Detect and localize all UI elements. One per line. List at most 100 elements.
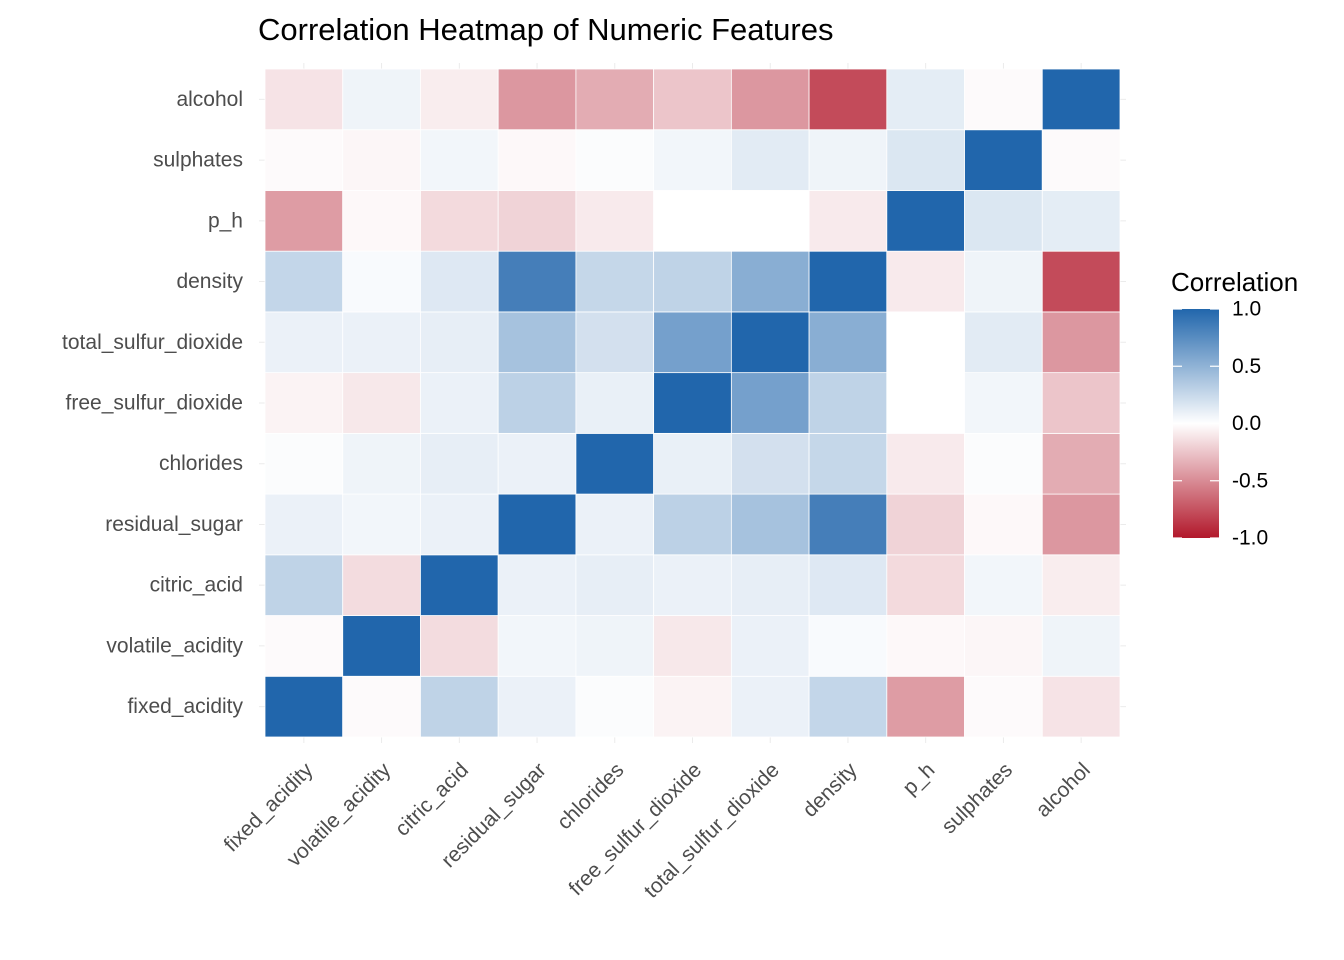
heatmap-cell bbox=[808, 129, 888, 191]
heatmap-cell bbox=[653, 432, 732, 495]
color-legend: Correlation 1.0 0.5 0.0 -0.5 -1.0 bbox=[1171, 267, 1298, 550]
y-tick-label: alcohol bbox=[176, 88, 243, 111]
heatmap-cell bbox=[808, 554, 888, 616]
heatmap-cell bbox=[653, 311, 732, 374]
heatmap-cell bbox=[808, 311, 888, 374]
heatmap-cell bbox=[886, 311, 965, 374]
x-tick-label: chlorides bbox=[553, 758, 629, 834]
heatmap-cell bbox=[497, 432, 577, 495]
heatmap-cell bbox=[1041, 311, 1121, 374]
heatmap-cell bbox=[730, 372, 810, 434]
heatmap-cell bbox=[342, 615, 421, 677]
heatmap-cell bbox=[808, 675, 888, 738]
y-tick-label: free_sulfur_dioxide bbox=[66, 392, 243, 415]
heatmap-cell bbox=[264, 190, 344, 252]
heatmap-cell bbox=[964, 372, 1043, 434]
heatmap-cell bbox=[342, 432, 421, 495]
heatmap-cell bbox=[808, 190, 888, 252]
heatmap-cell bbox=[497, 129, 577, 191]
heatmap-cell bbox=[575, 250, 655, 313]
heatmap-cell bbox=[1041, 615, 1121, 677]
heatmap-cell bbox=[497, 250, 577, 313]
heatmap-cell bbox=[497, 554, 577, 616]
heatmap-cell bbox=[420, 250, 499, 313]
heatmap-cell bbox=[964, 68, 1043, 131]
heatmap-cell bbox=[575, 372, 655, 434]
heatmap-cell bbox=[886, 372, 965, 434]
heatmap-cell bbox=[420, 615, 499, 677]
heatmap-cell bbox=[964, 675, 1043, 738]
heatmap-cell bbox=[964, 493, 1043, 556]
heatmap-cell bbox=[886, 129, 965, 191]
heatmap-cell bbox=[730, 129, 810, 191]
heatmap-cell bbox=[1041, 432, 1121, 495]
x-tick-label: density bbox=[798, 758, 862, 822]
heatmap-cell bbox=[497, 372, 577, 434]
y-tick-label: citric_acid bbox=[150, 574, 243, 597]
heatmap-cell bbox=[886, 432, 965, 495]
heatmap-cell bbox=[342, 311, 421, 374]
heatmap-cell bbox=[497, 675, 577, 738]
heatmap-cell bbox=[342, 675, 421, 738]
heatmap-cell bbox=[342, 493, 421, 556]
heatmap-cell bbox=[964, 554, 1043, 616]
heatmap-cell bbox=[730, 190, 810, 252]
heatmap-cell bbox=[420, 68, 499, 131]
heatmap-cell bbox=[964, 250, 1043, 313]
heatmap-cell bbox=[1041, 554, 1121, 616]
y-tick-label: total_sulfur_dioxide bbox=[62, 331, 243, 354]
heatmap-cell bbox=[653, 372, 732, 434]
heatmap-cell bbox=[653, 615, 732, 677]
heatmap-cell bbox=[653, 554, 732, 616]
heatmap-cell bbox=[575, 615, 655, 677]
heatmap-cell bbox=[575, 190, 655, 252]
heatmap-cell bbox=[653, 493, 732, 556]
heatmap-cell bbox=[575, 432, 655, 495]
heatmap-cell bbox=[342, 190, 421, 252]
heatmap-cell bbox=[730, 615, 810, 677]
heatmap-cell bbox=[886, 554, 965, 616]
heatmap-cell bbox=[264, 493, 344, 556]
heatmap-cell bbox=[420, 493, 499, 556]
heatmap-cell bbox=[1041, 250, 1121, 313]
heatmap-cells bbox=[264, 68, 1121, 738]
y-tick-label: fixed_acidity bbox=[127, 695, 243, 718]
legend-title: Correlation bbox=[1171, 267, 1298, 297]
heatmap-cell bbox=[342, 554, 421, 616]
heatmap-cell bbox=[420, 675, 499, 738]
y-tick-label: residual_sugar bbox=[105, 513, 243, 536]
heatmap-cell bbox=[575, 68, 655, 131]
heatmap-cell bbox=[1041, 68, 1121, 131]
heatmap-cell bbox=[1041, 372, 1121, 434]
y-tick-label: p_h bbox=[208, 209, 243, 232]
heatmap-cell bbox=[886, 250, 965, 313]
heatmap-cell bbox=[964, 129, 1043, 191]
legend-ticks: 1.0 0.5 0.0 -0.5 -1.0 bbox=[1173, 298, 1268, 550]
y-tick-label: volatile_acidity bbox=[106, 634, 243, 657]
heatmap-cell bbox=[964, 190, 1043, 252]
heatmap-cell bbox=[264, 129, 344, 191]
heatmap-cell bbox=[653, 68, 732, 131]
heatmap-cell bbox=[420, 311, 499, 374]
heatmap-cell bbox=[575, 311, 655, 374]
y-tick-label: density bbox=[176, 270, 243, 293]
heatmap-cell bbox=[886, 493, 965, 556]
heatmap-cell bbox=[808, 68, 888, 131]
heatmap-cell bbox=[497, 190, 577, 252]
heatmap-cell bbox=[886, 68, 965, 131]
heatmap-cell bbox=[964, 311, 1043, 374]
x-tick-label: citric_acid bbox=[391, 758, 473, 840]
heatmap-cell bbox=[653, 250, 732, 313]
heatmap-cell bbox=[264, 250, 344, 313]
heatmap-cell bbox=[420, 129, 499, 191]
heatmap-cell bbox=[808, 372, 888, 434]
heatmap-cell bbox=[653, 190, 732, 252]
legend-tick-label: -1.0 bbox=[1232, 527, 1268, 550]
heatmap-cell bbox=[420, 432, 499, 495]
heatmap-cell bbox=[808, 250, 888, 313]
heatmap-cell bbox=[1041, 190, 1121, 252]
heatmap-cell bbox=[653, 129, 732, 191]
heatmap-cell bbox=[886, 675, 965, 738]
heatmap-cell bbox=[730, 554, 810, 616]
